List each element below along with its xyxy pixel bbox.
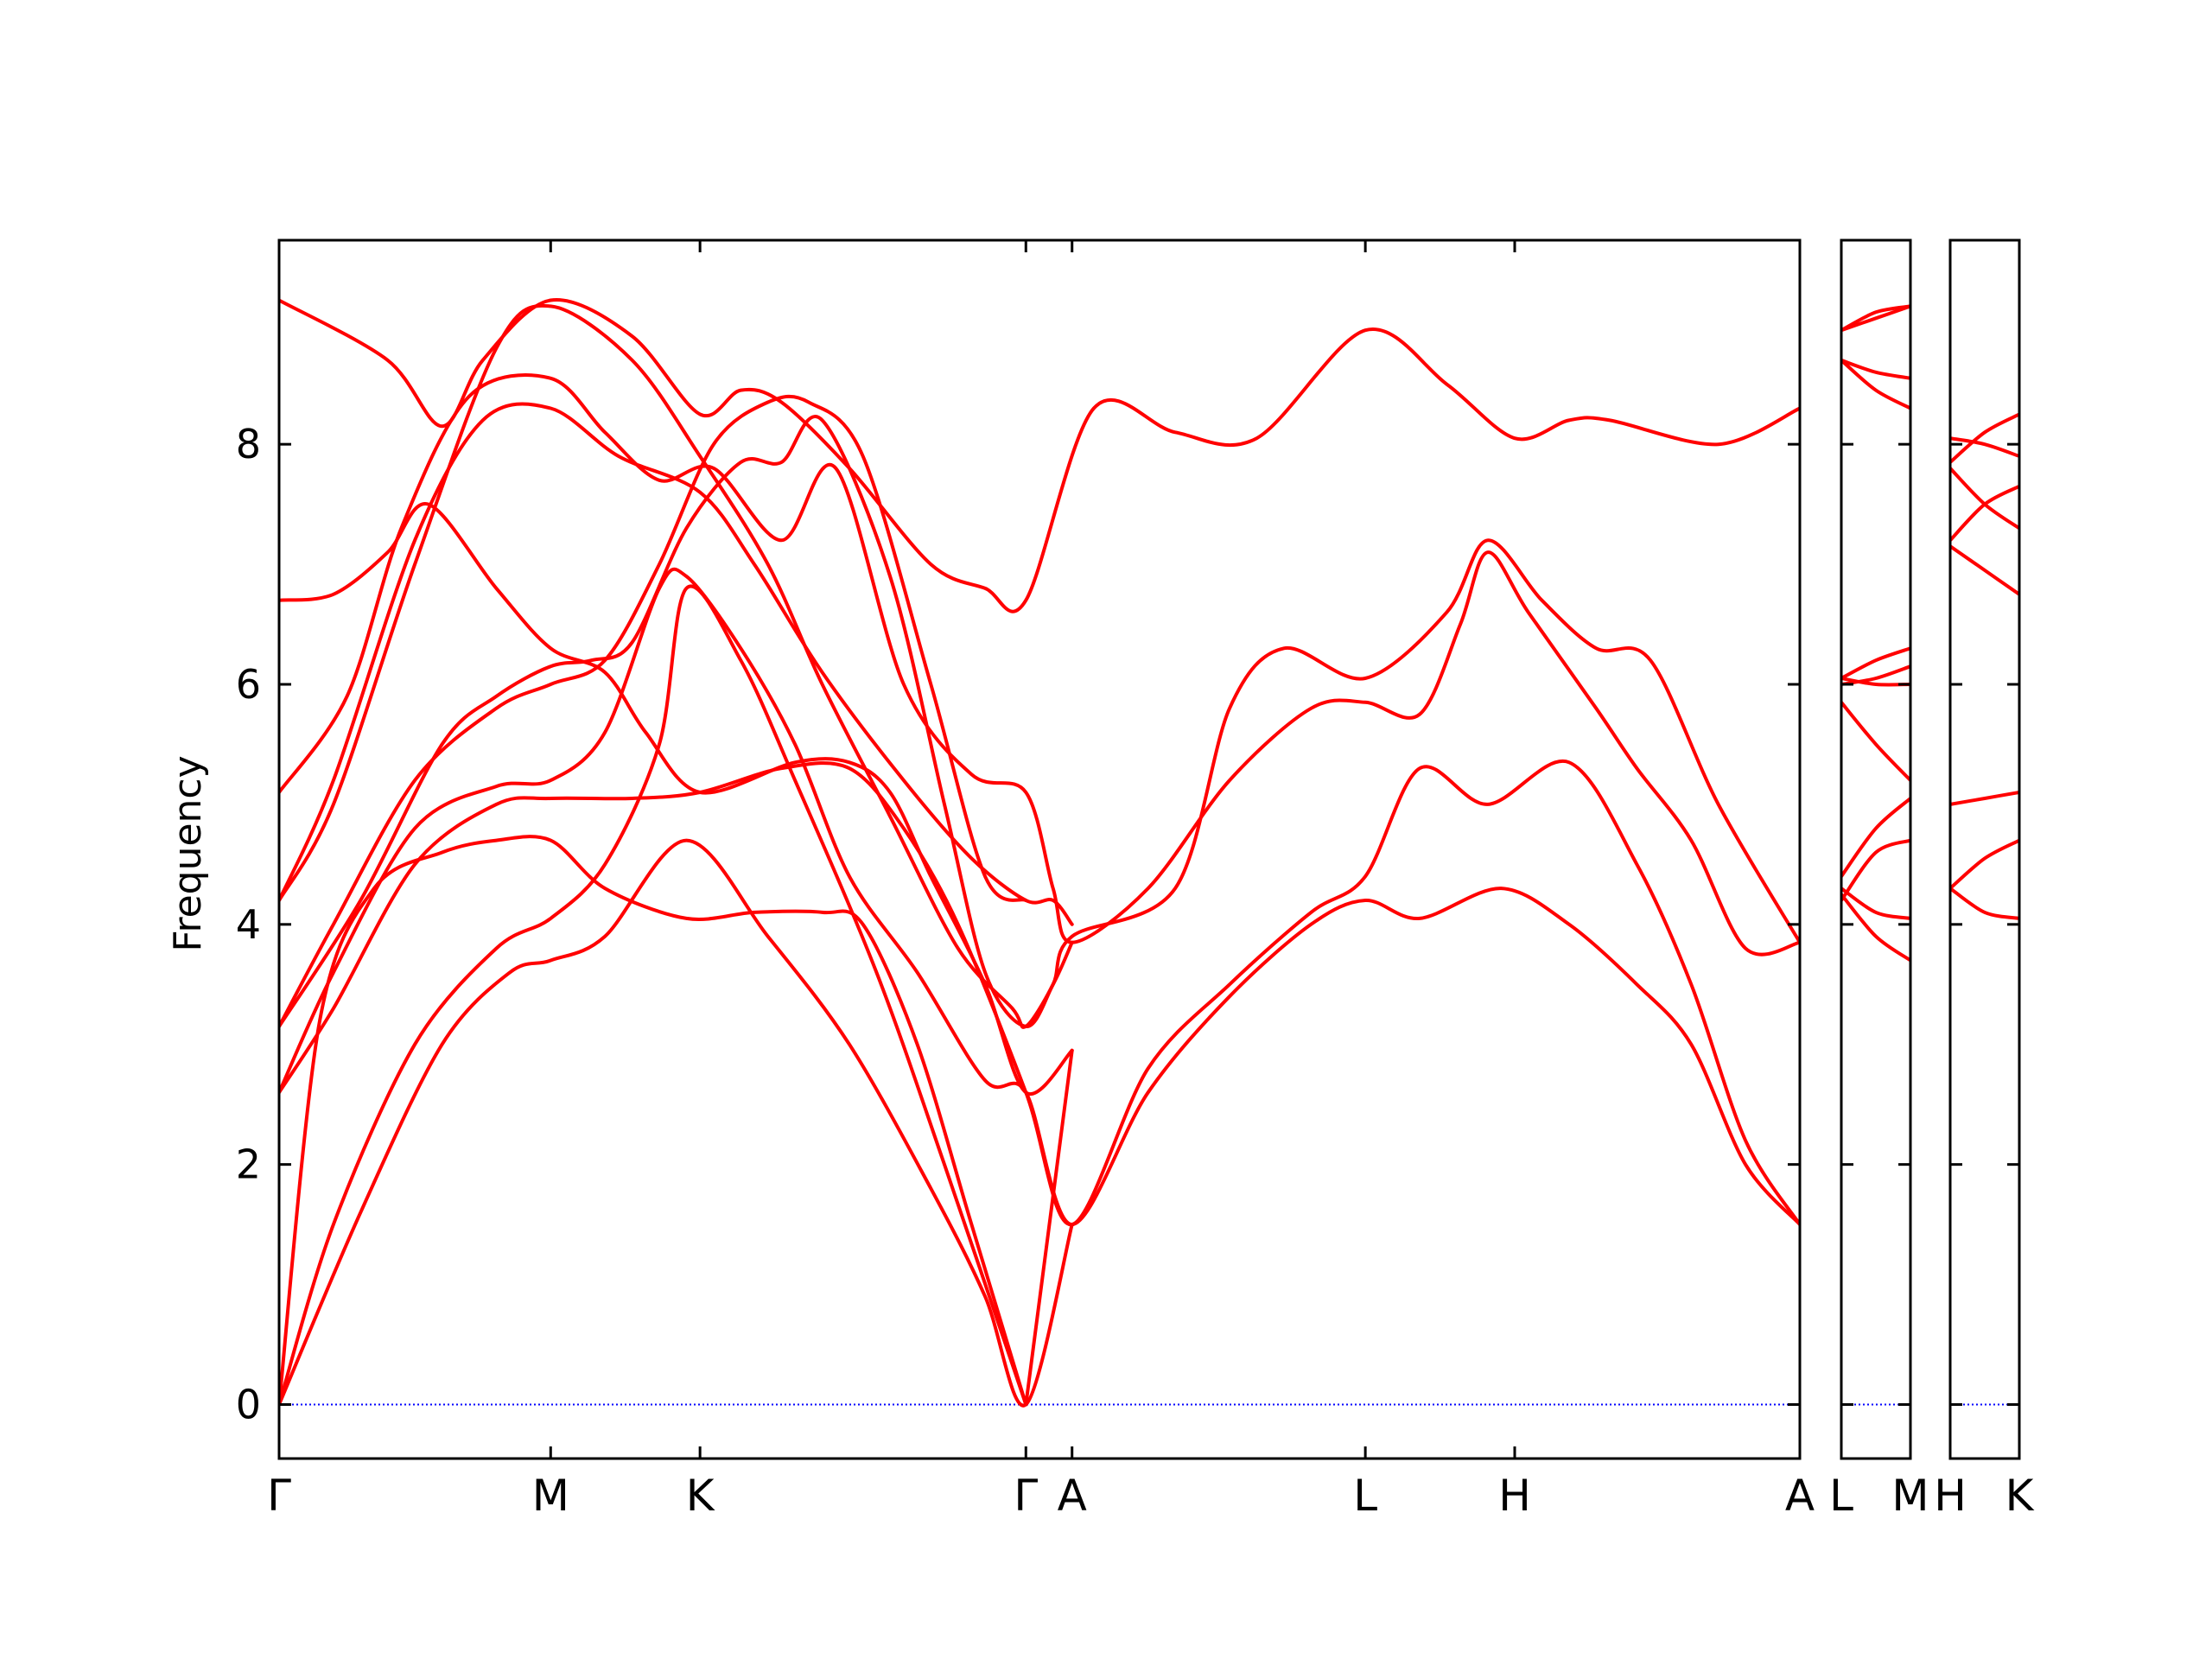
x-tick-label: L	[1829, 1471, 1853, 1521]
band-line-13	[1024, 1048, 1074, 1407]
band-line-28	[1950, 466, 2019, 531]
y-axis: 0 2 4 6 8	[236, 421, 2019, 1427]
panel-frame-1	[277, 238, 1802, 1460]
band-line-12	[279, 838, 1074, 1408]
y-tick-label: 8	[236, 421, 261, 467]
x-tick-label: M	[532, 1471, 569, 1521]
band-line-4	[279, 402, 1074, 926]
x-tick-label: K	[686, 1471, 715, 1521]
y-tick-label: 2	[236, 1141, 261, 1188]
band-line-29	[1950, 484, 2019, 543]
band-line-23	[1841, 838, 1910, 902]
band-line-8	[279, 567, 1800, 1227]
band-line-6	[279, 415, 1074, 1028]
y-tick-label: 6	[236, 661, 261, 708]
x-tick-label: H	[1498, 1471, 1531, 1521]
x-tick-label: L	[1353, 1471, 1377, 1521]
x-tick-label: A	[1058, 1471, 1087, 1521]
band-line-22	[1841, 797, 1910, 879]
y-tick-label: 4	[236, 901, 261, 948]
band-line-1	[279, 297, 1800, 613]
band-line-26	[1950, 436, 2019, 458]
band-line-32	[1950, 838, 2019, 891]
panel-frame-3	[1948, 238, 2021, 1460]
x-tick-label: Γ	[1014, 1471, 1038, 1521]
band-line-16	[1841, 358, 1910, 380]
x-tick-label: M	[1891, 1471, 1929, 1521]
band-line-15	[1841, 304, 1910, 333]
band-line-21	[1841, 700, 1910, 783]
x-tick-label: Γ	[267, 1471, 291, 1521]
band-line-11	[279, 584, 1028, 1407]
band-line-17	[1841, 358, 1910, 410]
band-line-5	[279, 303, 1800, 1029]
band-line-30	[1950, 544, 2019, 596]
x-tick-label: A	[1785, 1471, 1815, 1521]
band-line-24	[1841, 887, 1910, 920]
band-line-27	[1950, 412, 2019, 464]
x-tick-label: K	[2005, 1471, 2035, 1521]
band-line-3	[279, 373, 1800, 957]
band-line-33	[1950, 887, 2019, 920]
band-line-2	[279, 502, 1074, 1096]
band-line-7	[279, 394, 1028, 1028]
y-tick-label: 0	[236, 1381, 261, 1427]
band-line-31	[1950, 791, 2019, 806]
chart-panels	[277, 238, 2021, 1460]
band-line-18	[1841, 646, 1910, 680]
panel-frame-2	[1840, 238, 1912, 1460]
band-line-10	[279, 835, 1028, 1407]
y-axis-label: Frequency	[166, 755, 210, 951]
band-line-25	[1841, 893, 1910, 963]
x-tick-label: H	[1934, 1471, 1967, 1521]
